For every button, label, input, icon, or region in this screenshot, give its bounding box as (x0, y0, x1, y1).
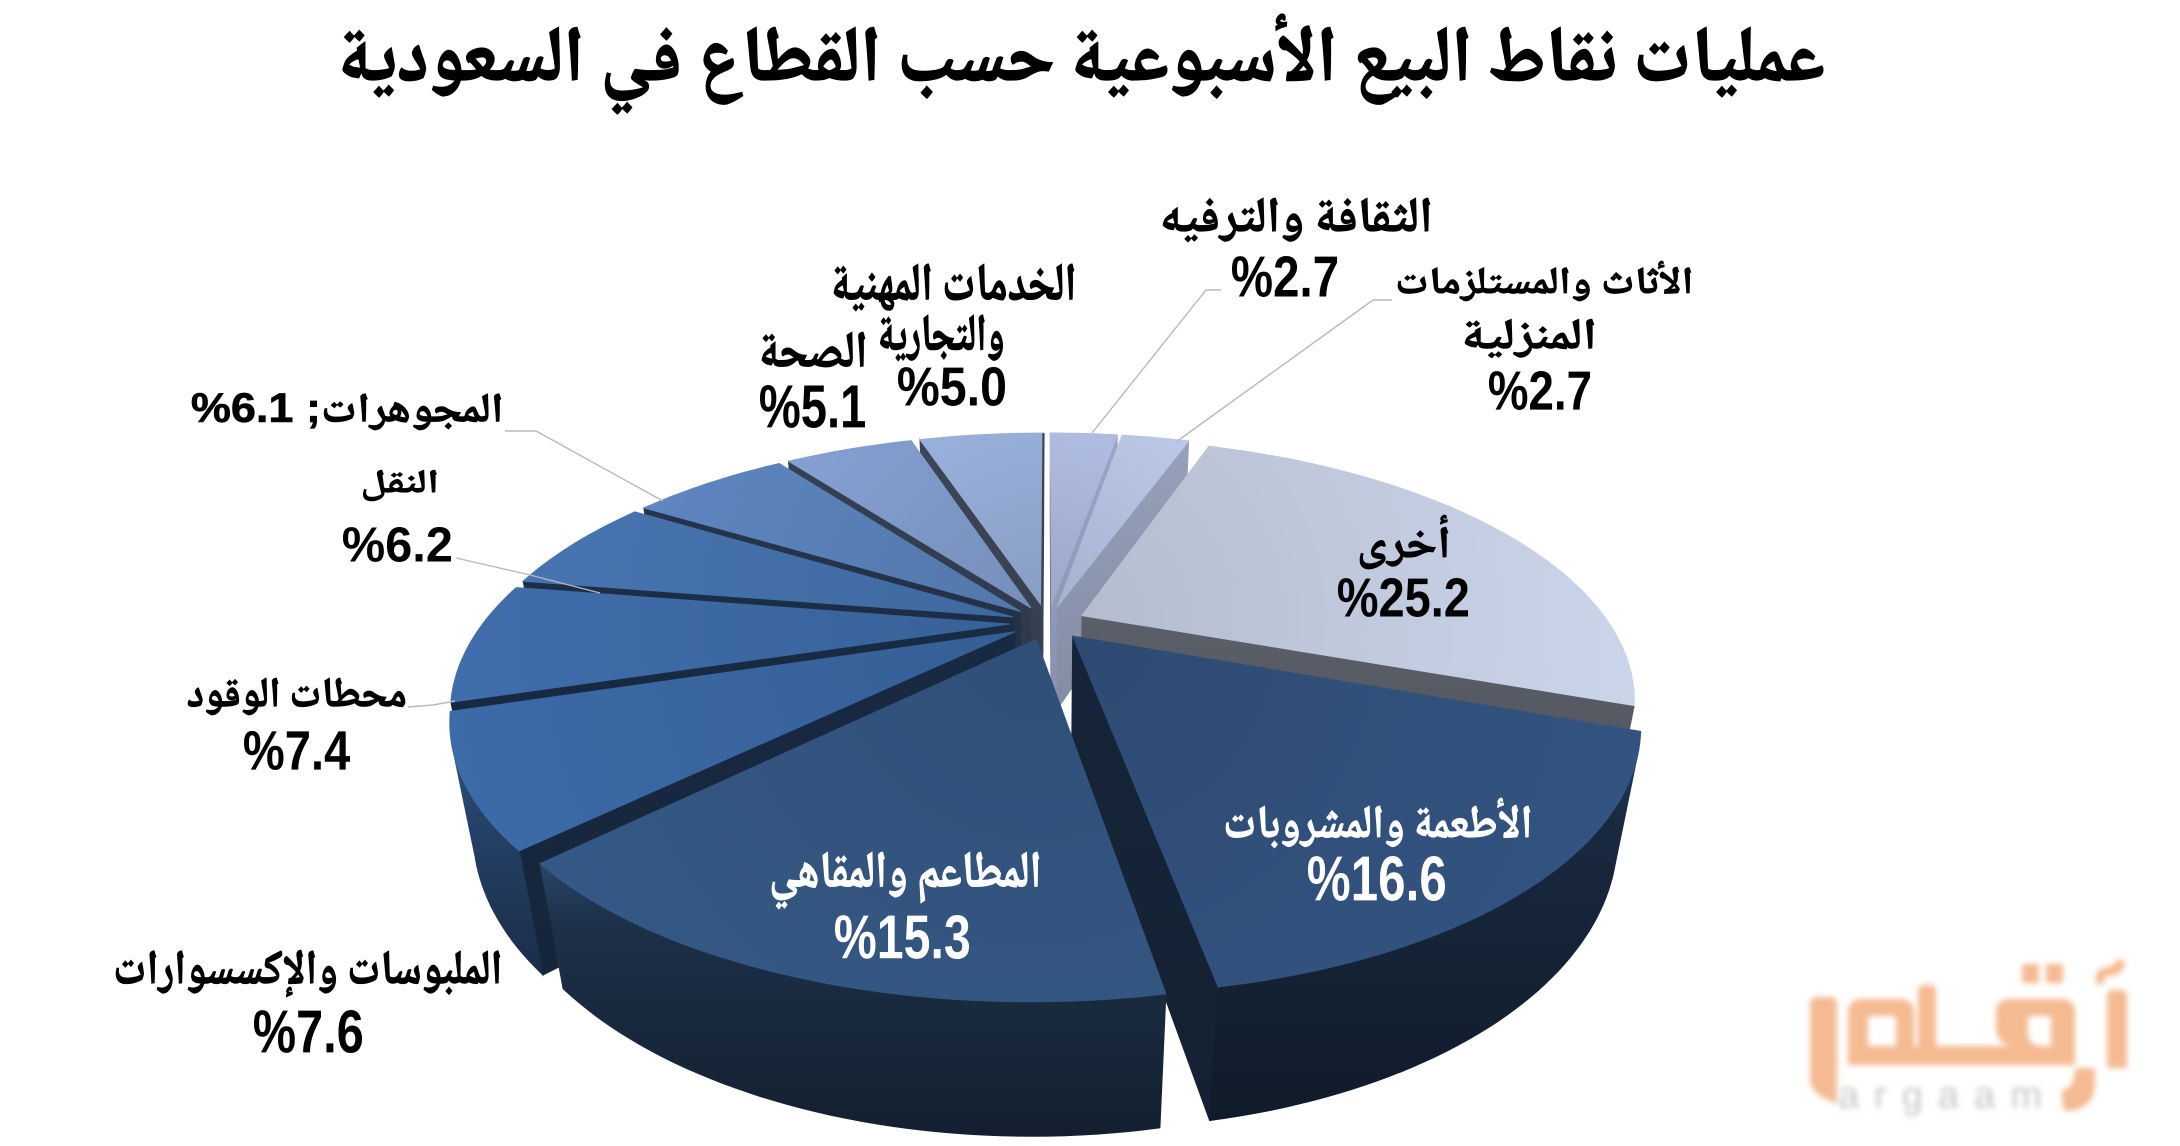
svg-text:argaam: argaam (1838, 1075, 2057, 1117)
